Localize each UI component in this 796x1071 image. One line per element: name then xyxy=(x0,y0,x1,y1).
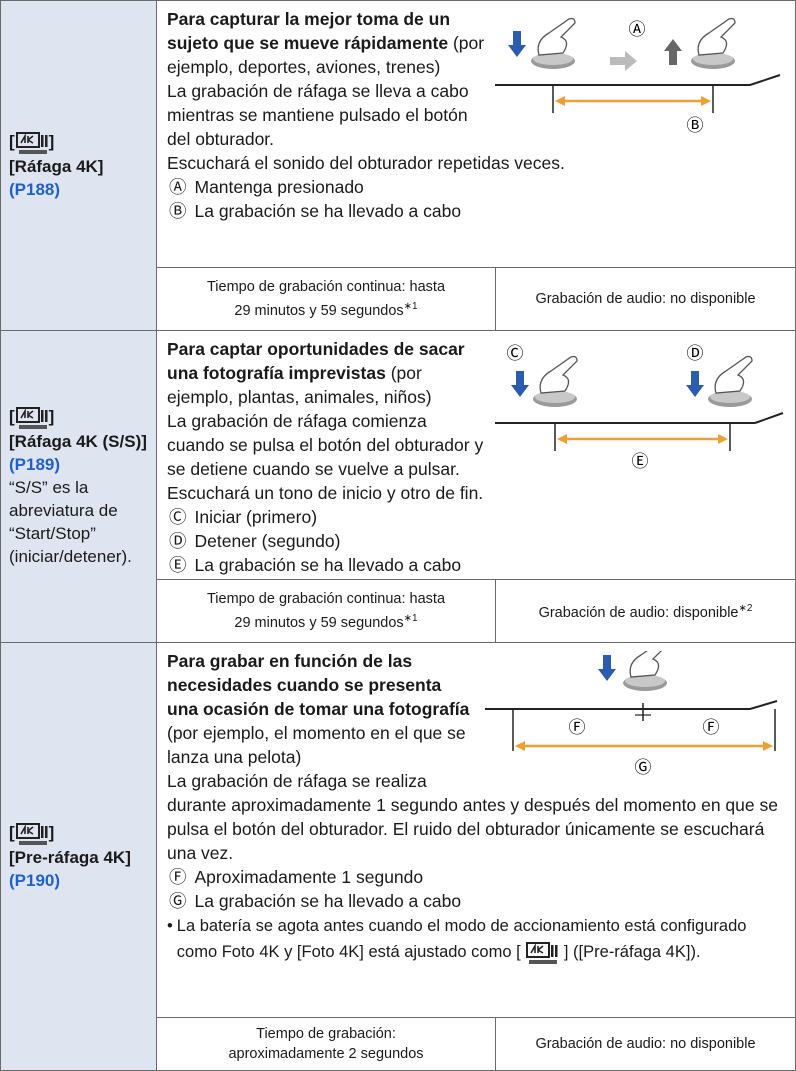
burst-icon xyxy=(15,822,48,845)
bullet-symbol: • xyxy=(167,917,173,935)
diagram: Ⓕ Ⓕ Ⓖ xyxy=(485,651,778,777)
heading-note: (por ejemplo, el momento en el que se la… xyxy=(167,723,466,767)
legend-text: Aproximadamente 1 segundo xyxy=(194,867,424,887)
mode-name: [Ráfaga 4K] xyxy=(9,156,104,176)
detail-cell: Ⓕ Ⓕ Ⓖ Para grabar en función de las necesid… xyxy=(156,642,796,1071)
paragraph: La grabación de ráfaga se lleva a cabo m… xyxy=(167,81,469,149)
mode-label: [] xyxy=(9,130,156,155)
mode-description: “S/S” es la abreviatura de “Start/Stop” … xyxy=(9,477,132,566)
bracket: ] xyxy=(48,132,55,152)
audio: Grabación de audio: disponible xyxy=(538,604,739,621)
diagram-label: Ⓑ xyxy=(687,116,704,135)
mode-cell: [] [Ráfaga 4K (S/S)] (P189) “S/S” es la abr… xyxy=(0,330,157,643)
mode-row: [] [Ráfaga 4K (S/S)] (P189) “S/S” es la abr… xyxy=(0,330,796,643)
bullet-text: La batería se agota antes cuando el modo… xyxy=(176,917,747,961)
diagram-label: Ⓔ xyxy=(632,452,649,471)
bracket: [ xyxy=(9,132,15,152)
bracket: [ xyxy=(9,823,15,843)
legend-mark: Ⓔ xyxy=(169,555,187,575)
footnote-ref: ∗1 xyxy=(403,301,418,313)
diagram-label: Ⓖ xyxy=(635,758,652,777)
footnote-ref: ∗2 xyxy=(738,603,753,615)
description: Ⓕ Ⓕ Ⓖ Para grabar en función de las necesid… xyxy=(157,643,795,965)
legend-mark: Ⓓ xyxy=(169,531,187,551)
burst-icon xyxy=(15,131,48,154)
diagram-label: Ⓕ xyxy=(569,718,586,737)
recording-time: Tiempo de grabación: aproximadamente 2 s… xyxy=(228,1026,424,1062)
legend-item: Ⓓ Detener (segundo) xyxy=(167,529,785,553)
mode-name: [Pre-ráfaga 4K] xyxy=(9,847,131,867)
page-ref: (P190) xyxy=(9,870,61,890)
burst-icon xyxy=(15,406,48,429)
mode-cell: [] [Pre-ráfaga 4K] (P190) xyxy=(0,642,157,1071)
burst-icon xyxy=(526,941,558,964)
heading-text: Para capturar la mejor toma de un sujeto… xyxy=(167,9,451,53)
legend-mark: Ⓖ xyxy=(169,891,187,911)
audio: Grabación de audio: no disponible xyxy=(535,1036,756,1052)
legend-item: Ⓖ La grabación se ha llevado a cabo xyxy=(167,889,785,913)
specs: Tiempo de grabación continua: hasta 29 m… xyxy=(157,267,795,330)
legend-text: Detener (segundo) xyxy=(194,531,341,551)
specs: Tiempo de grabación continua: hasta 29 m… xyxy=(157,579,795,642)
legend-text: La grabación se ha llevado a cabo xyxy=(194,201,462,221)
legend-item: Ⓑ La grabación se ha llevado a cabo xyxy=(167,199,785,223)
legend-mark: Ⓐ xyxy=(169,177,187,197)
heading-note: (por ejemplo, deportes, aviones, trenes) xyxy=(167,33,485,77)
legend-item: Ⓕ Aproximadamente 1 segundo xyxy=(167,865,785,889)
heading: Para captar oportunidades de sacar una f… xyxy=(167,337,785,409)
diagram-label: Ⓓ xyxy=(687,344,704,363)
heading-text: Para captar oportunidades de sacar una f… xyxy=(167,339,465,383)
footnote-ref: ∗1 xyxy=(403,613,418,625)
audio: Grabación de audio: no disponible xyxy=(535,291,756,307)
detail-cell: Ⓒ Ⓓ Ⓔ Para captar oportunidades de sacar un… xyxy=(156,330,796,643)
legend-item: Ⓔ La grabación se ha llevado a cabo xyxy=(167,553,785,577)
mode-name: [Ráfaga 4K (S/S)] xyxy=(9,431,147,451)
page-ref: (P189) xyxy=(9,454,61,474)
legend-text: Iniciar (primero) xyxy=(194,507,318,527)
legend-item: Ⓐ Mantenga presionado xyxy=(167,175,785,199)
diagram: Ⓒ Ⓓ Ⓔ xyxy=(495,344,784,471)
mode-row: [] [Pre-ráfaga 4K] (P190) Ⓕ Ⓕ Ⓖ Para grabar en… xyxy=(0,642,796,1071)
legend-mark: Ⓒ xyxy=(169,507,187,527)
recording-time: Tiempo de grabación continua: hasta 29 m… xyxy=(206,591,446,631)
paragraph: Escuchará el sonido del obturador repeti… xyxy=(167,153,565,173)
legend-text: La grabación se ha llevado a cabo xyxy=(194,555,462,575)
mode-label: [] xyxy=(9,405,156,430)
heading: Para grabar en función de las necesidade… xyxy=(167,649,785,769)
legend-mark: Ⓕ xyxy=(169,867,187,887)
paragraph: La grabación de ráfaga comienza cuando s… xyxy=(167,411,484,479)
page-ref: (P188) xyxy=(9,179,61,199)
recording-time: Tiempo de grabación continua: hasta 29 m… xyxy=(206,279,446,319)
diagram: ⒶⒷ xyxy=(495,17,781,135)
bracket: ] xyxy=(48,823,55,843)
diagram-label: Ⓕ xyxy=(703,718,720,737)
diagram-label: Ⓐ xyxy=(629,20,646,39)
heading-text: Para grabar en función de las necesidade… xyxy=(167,651,470,719)
bracket: ] xyxy=(48,407,55,427)
bracket: [ xyxy=(9,407,15,427)
paragraph: La grabación de ráfaga se realiza durant… xyxy=(167,771,778,863)
specs: Tiempo de grabación: aproximadamente 2 s… xyxy=(157,1017,795,1070)
bullet: • La batería se agota antes cuando el mod… xyxy=(167,913,785,965)
legend-item: Ⓒ Iniciar (primero) xyxy=(167,505,785,529)
heading-note: (por ejemplo, plantas, animales, niños) xyxy=(167,363,432,407)
legend-text: Mantenga presionado xyxy=(194,177,364,197)
diagram-label: Ⓒ xyxy=(507,344,524,363)
paragraph: Escuchará un tono de inicio y otro de fi… xyxy=(167,483,484,503)
mode-cell: [] [Ráfaga 4K] (P188) xyxy=(0,0,157,331)
legend-mark: Ⓑ xyxy=(169,201,187,221)
legend-text: La grabación se ha llevado a cabo xyxy=(194,891,462,911)
mode-row: [] [Ráfaga 4K] (P188) Ⓐ Ⓑ Para capturar la me… xyxy=(0,0,796,331)
mode-label: [] xyxy=(9,821,156,846)
heading: Para capturar la mejor toma de un sujeto… xyxy=(167,7,785,79)
description: Ⓐ Ⓑ Para capturar la mejor toma de un suje… xyxy=(157,1,795,223)
description: Ⓒ Ⓓ Ⓔ Para captar oportunidades de sacar un… xyxy=(157,331,795,577)
detail-cell: Ⓐ Ⓑ Para capturar la mejor toma de un suje… xyxy=(156,0,796,331)
bullet-text: ] ([Pre-ráfaga 4K]). xyxy=(563,943,701,961)
